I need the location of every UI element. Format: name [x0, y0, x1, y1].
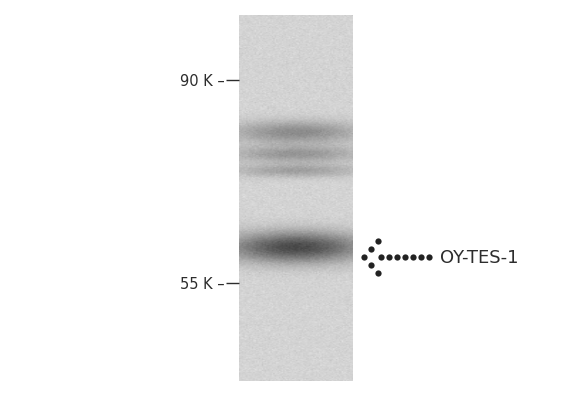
Text: 90 K –: 90 K – — [179, 74, 224, 88]
Text: 55 K –: 55 K – — [179, 276, 224, 291]
Text: OY-TES-1: OY-TES-1 — [440, 248, 519, 266]
